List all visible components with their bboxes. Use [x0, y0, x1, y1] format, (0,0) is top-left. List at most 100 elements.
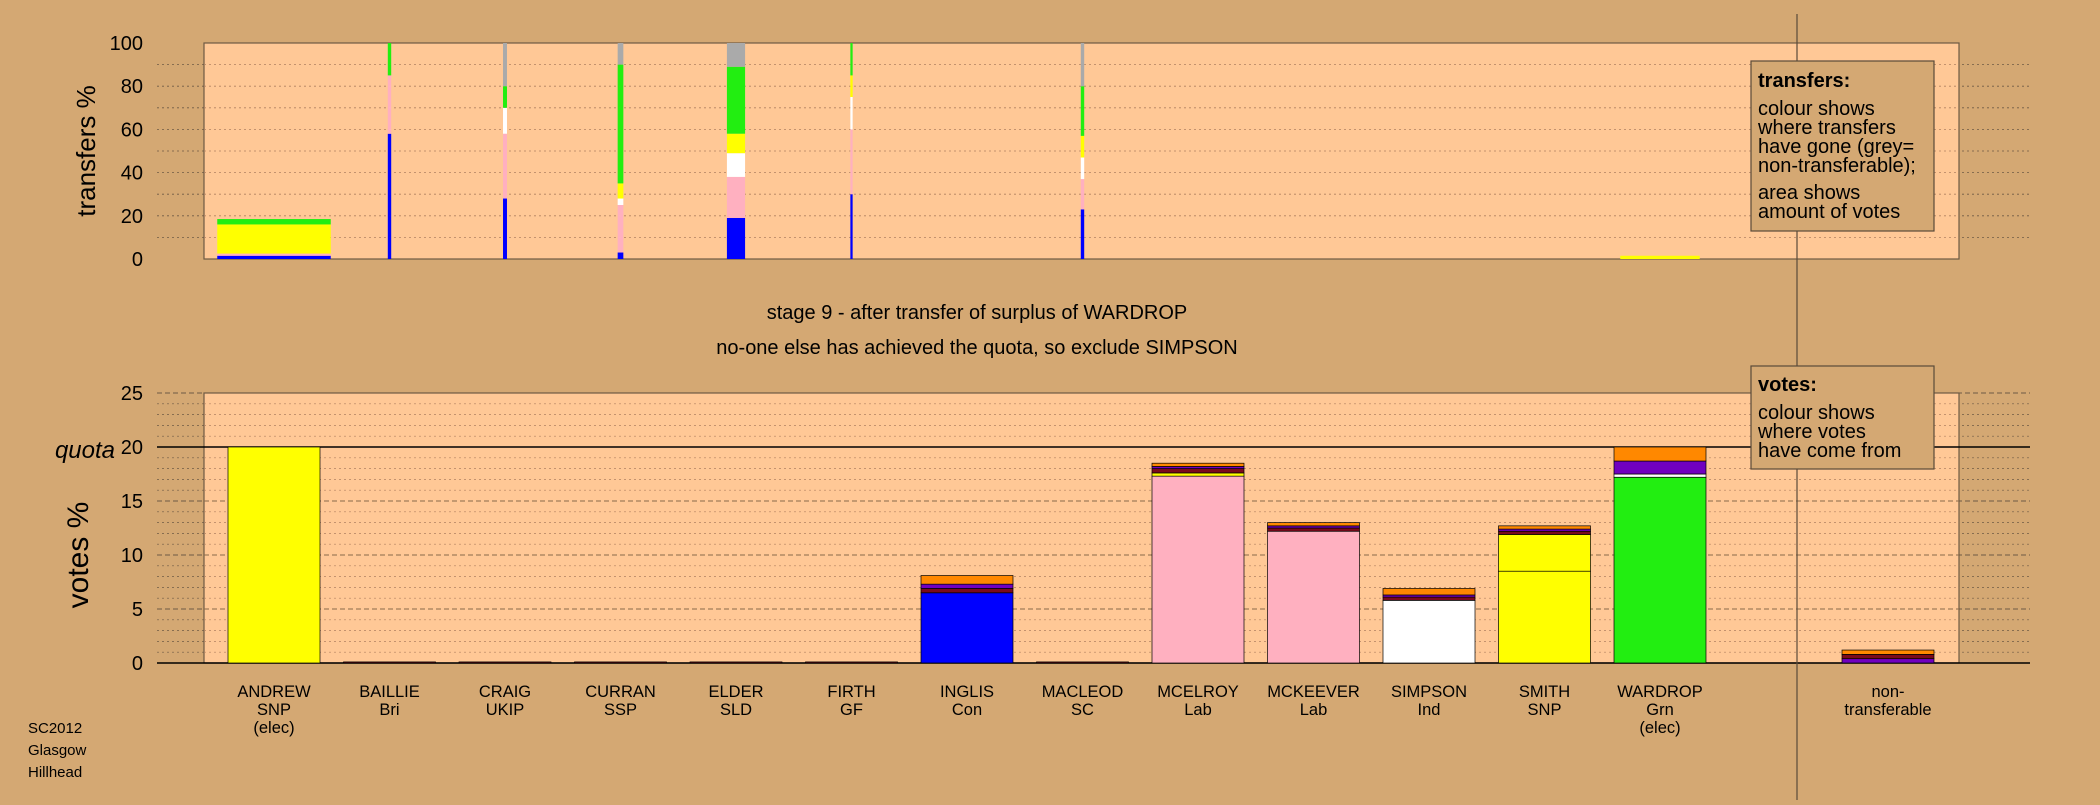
candidate-label: WARDROP [1617, 683, 1703, 701]
candidate-label: Ind [1418, 701, 1441, 719]
transfer-segment [217, 224, 331, 254]
transfer-segment [850, 194, 853, 259]
transfer-segment [387, 133, 392, 259]
transfer-segment [217, 219, 331, 225]
transfer-segment [726, 217, 746, 259]
transfers-bars [217, 43, 1700, 259]
candidate-label: Grn [1646, 701, 1674, 719]
transfer-segment [850, 97, 853, 130]
transfer-segment [1620, 255, 1700, 259]
transfer-segment [1080, 135, 1085, 158]
transfers-legend-line: area shows [1758, 182, 1860, 204]
transfer-segment [1080, 86, 1085, 136]
transfers-legend: transfers: colour shows where transfers … [1750, 60, 1935, 232]
vote-segment [1267, 527, 1360, 532]
transfer-segment [617, 198, 624, 205]
vote-segment [1151, 468, 1245, 474]
transfer-segment [503, 133, 507, 177]
votes-y-axis-label: votes % [62, 502, 95, 609]
candidate-label: Lab [1300, 701, 1328, 719]
candidate-label: MCELROY [1157, 683, 1239, 701]
candidate-label: SSP [604, 701, 637, 719]
transfer-segment [726, 66, 746, 134]
vote-segment [920, 588, 1014, 594]
candidate-label: (elec) [253, 719, 294, 737]
transfer-segment [1080, 179, 1085, 210]
transfer-segment [726, 176, 746, 218]
transfer-segment [726, 153, 746, 177]
candidate-label: SLD [720, 701, 752, 719]
transfer-segment [617, 205, 624, 253]
transfer-segment [726, 43, 746, 67]
vote-segment [1498, 525, 1591, 530]
footer-ward: Hillhead [28, 764, 82, 781]
transfer-segment [617, 183, 624, 199]
vote-segment [1151, 475, 1245, 664]
votes-legend-line: colour shows [1758, 402, 1875, 424]
candidate-label: INGLIS [940, 683, 994, 701]
transfers-legend-title: transfers: [1758, 70, 1850, 92]
votes-legend: votes: colour shows where votes have com… [1750, 365, 1935, 470]
transfer-segment [617, 252, 624, 259]
transfers-y-tick-label: 0 [132, 249, 143, 271]
vote-segment [1267, 530, 1360, 664]
transfers-legend-line: where transfers [1757, 117, 1896, 139]
candidate-label: CURRAN [585, 683, 656, 701]
candidate-label: (elec) [1639, 719, 1680, 737]
candidate-label: Con [952, 701, 982, 719]
votes-y-axis: 0 5 10 15 20 25 [121, 383, 143, 675]
transfer-segment [1080, 209, 1085, 259]
transfer-segment [1080, 157, 1085, 180]
vote-segment [1382, 588, 1476, 596]
candidate-label: BAILLIE [359, 683, 420, 701]
vote-segment [1498, 534, 1591, 572]
candidate-label: Bri [379, 701, 399, 719]
transfer-segment [617, 43, 624, 65]
votes-y-tick-label: 25 [121, 383, 143, 405]
transfer-segment [726, 133, 746, 154]
transfers-y-axis: 0 20 40 60 80 100 [110, 33, 143, 271]
candidate-label: FIRTH [827, 683, 875, 701]
vote-segment [1382, 600, 1476, 664]
transfer-segment [503, 198, 507, 259]
candidate-labels: ANDREWSNP(elec)BAILLIEBriCRAIGUKIPCURRAN… [237, 683, 1931, 737]
vote-segment [1151, 462, 1245, 467]
vote-segment [1841, 658, 1935, 664]
candidate-label: SIMPSON [1391, 683, 1467, 701]
transfer-segment [617, 64, 624, 184]
votes-y-tick-label: 10 [121, 545, 143, 567]
votes-y-tick-label: 0 [132, 653, 143, 675]
vote-segment [1841, 654, 1935, 660]
vote-segment [1498, 530, 1591, 535]
transfer-segment [387, 43, 392, 76]
transfer-segment [503, 107, 507, 134]
candidate-label: transferable [1844, 701, 1931, 719]
transfers-legend-line: non-transferable); [1758, 155, 1916, 177]
transfer-segment [387, 75, 392, 134]
vote-segment [1613, 446, 1707, 462]
candidate-label: MACLEOD [1042, 683, 1124, 701]
votes-legend-line: where votes [1757, 421, 1866, 443]
transfers-y-axis-label: transfers % [71, 85, 101, 217]
vote-segment [689, 661, 783, 664]
vote-segment [1498, 570, 1591, 664]
vote-segment [458, 661, 552, 664]
candidate-label: SC [1071, 701, 1094, 719]
transfer-segment [217, 253, 331, 256]
candidate-label: SMITH [1519, 683, 1570, 701]
stage-heading: stage 9 - after transfer of surplus of W… [767, 302, 1188, 324]
transfer-segment [850, 75, 853, 97]
vote-segment [920, 592, 1014, 664]
transfer-segment [850, 43, 853, 76]
transfers-y-tick-label: 60 [121, 119, 143, 141]
candidate-label: CRAIG [479, 683, 531, 701]
votes-legend-title: votes: [1758, 374, 1817, 396]
vote-segment [920, 583, 1014, 589]
vote-segment [1613, 476, 1707, 664]
candidate-label: UKIP [486, 701, 525, 719]
transfer-segment [503, 43, 507, 87]
votes-y-tick-label: 15 [121, 491, 143, 513]
vote-segment [1151, 472, 1245, 477]
votes-bars [227, 446, 1935, 664]
